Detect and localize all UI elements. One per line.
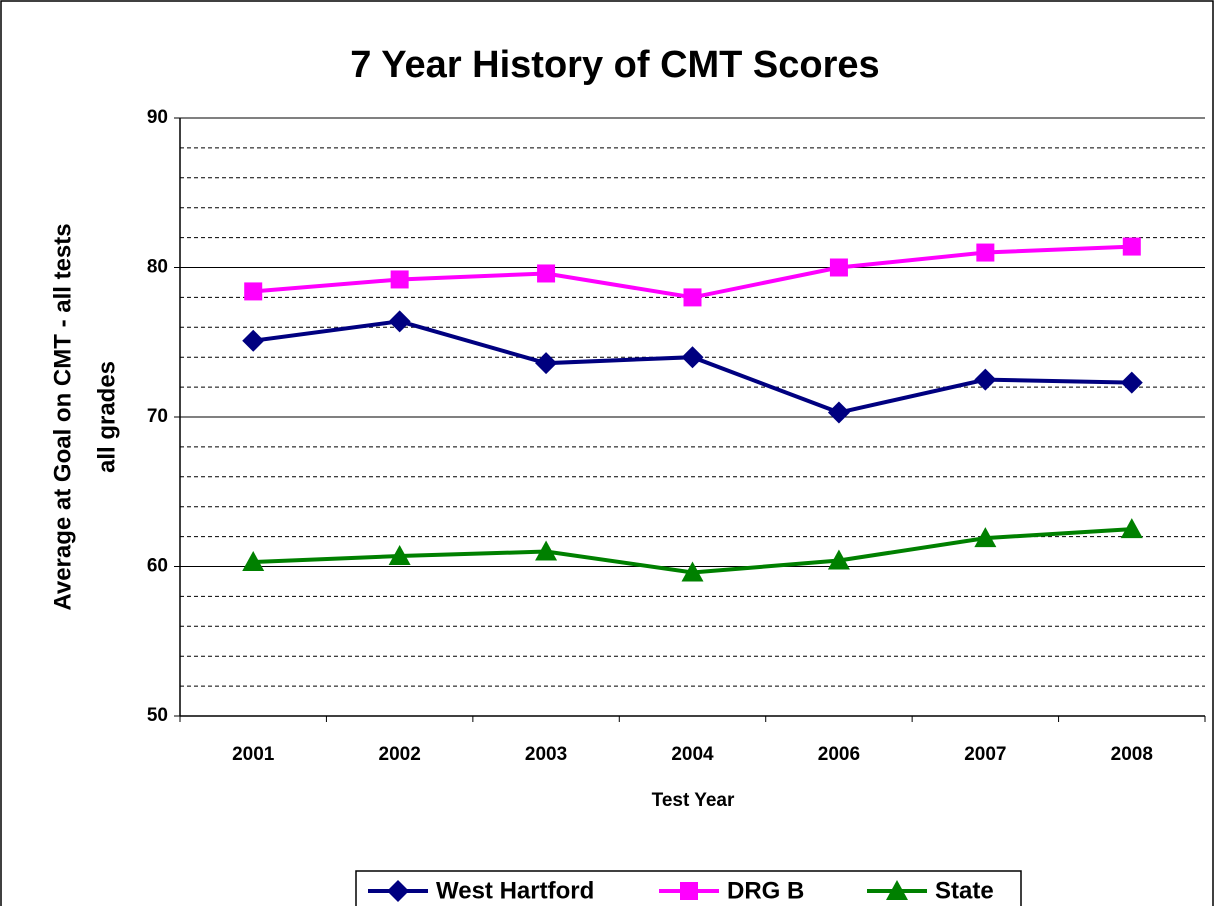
y-tick-label: 60	[147, 556, 168, 577]
x-tick-label: 2001	[232, 744, 275, 765]
point	[974, 527, 997, 548]
point	[829, 258, 848, 277]
y-axis-label: Average at Goal on CMT - all tests all g…	[49, 223, 120, 610]
point	[535, 540, 558, 561]
point	[1122, 237, 1141, 256]
x-tick-label: 2002	[379, 744, 421, 765]
legend-box	[355, 870, 1022, 906]
legend-marker	[680, 882, 698, 900]
point	[1120, 371, 1143, 394]
point	[388, 545, 411, 566]
point	[976, 243, 995, 262]
point	[537, 264, 556, 283]
point	[681, 346, 704, 369]
point	[390, 270, 409, 289]
y-axis-label-line: Average at Goal on CMT - all tests	[49, 223, 76, 610]
legend-label: State	[935, 877, 994, 904]
y-tick-label: 70	[147, 406, 168, 427]
point	[535, 352, 558, 375]
point	[242, 329, 265, 352]
y-tick-label: 80	[147, 257, 168, 278]
point	[683, 288, 702, 307]
point	[827, 549, 850, 570]
y-tick-label: 90	[147, 107, 168, 128]
point	[242, 551, 265, 572]
x-tick-label: 2006	[818, 744, 860, 765]
legend-marker	[387, 880, 409, 902]
x-tick-label: 2007	[964, 744, 1006, 765]
y-tick-label: 50	[147, 705, 168, 726]
chart-title: 7 Year History of CMT Scores	[350, 44, 879, 86]
point	[827, 401, 850, 424]
point	[244, 282, 263, 301]
x-tick-label: 2003	[525, 744, 567, 765]
x-tick-label: 2008	[1111, 744, 1153, 765]
point	[1120, 518, 1143, 539]
point	[388, 310, 411, 333]
y-axis-label-line: all grades	[93, 361, 120, 473]
point	[681, 561, 704, 582]
legend-label: West Hartford	[436, 877, 594, 904]
x-axis-label: Test Year	[652, 790, 735, 811]
point	[974, 368, 997, 391]
legend-label: DRG B	[727, 877, 804, 904]
legend-marker	[886, 880, 908, 900]
x-tick-label: 2004	[671, 744, 714, 765]
